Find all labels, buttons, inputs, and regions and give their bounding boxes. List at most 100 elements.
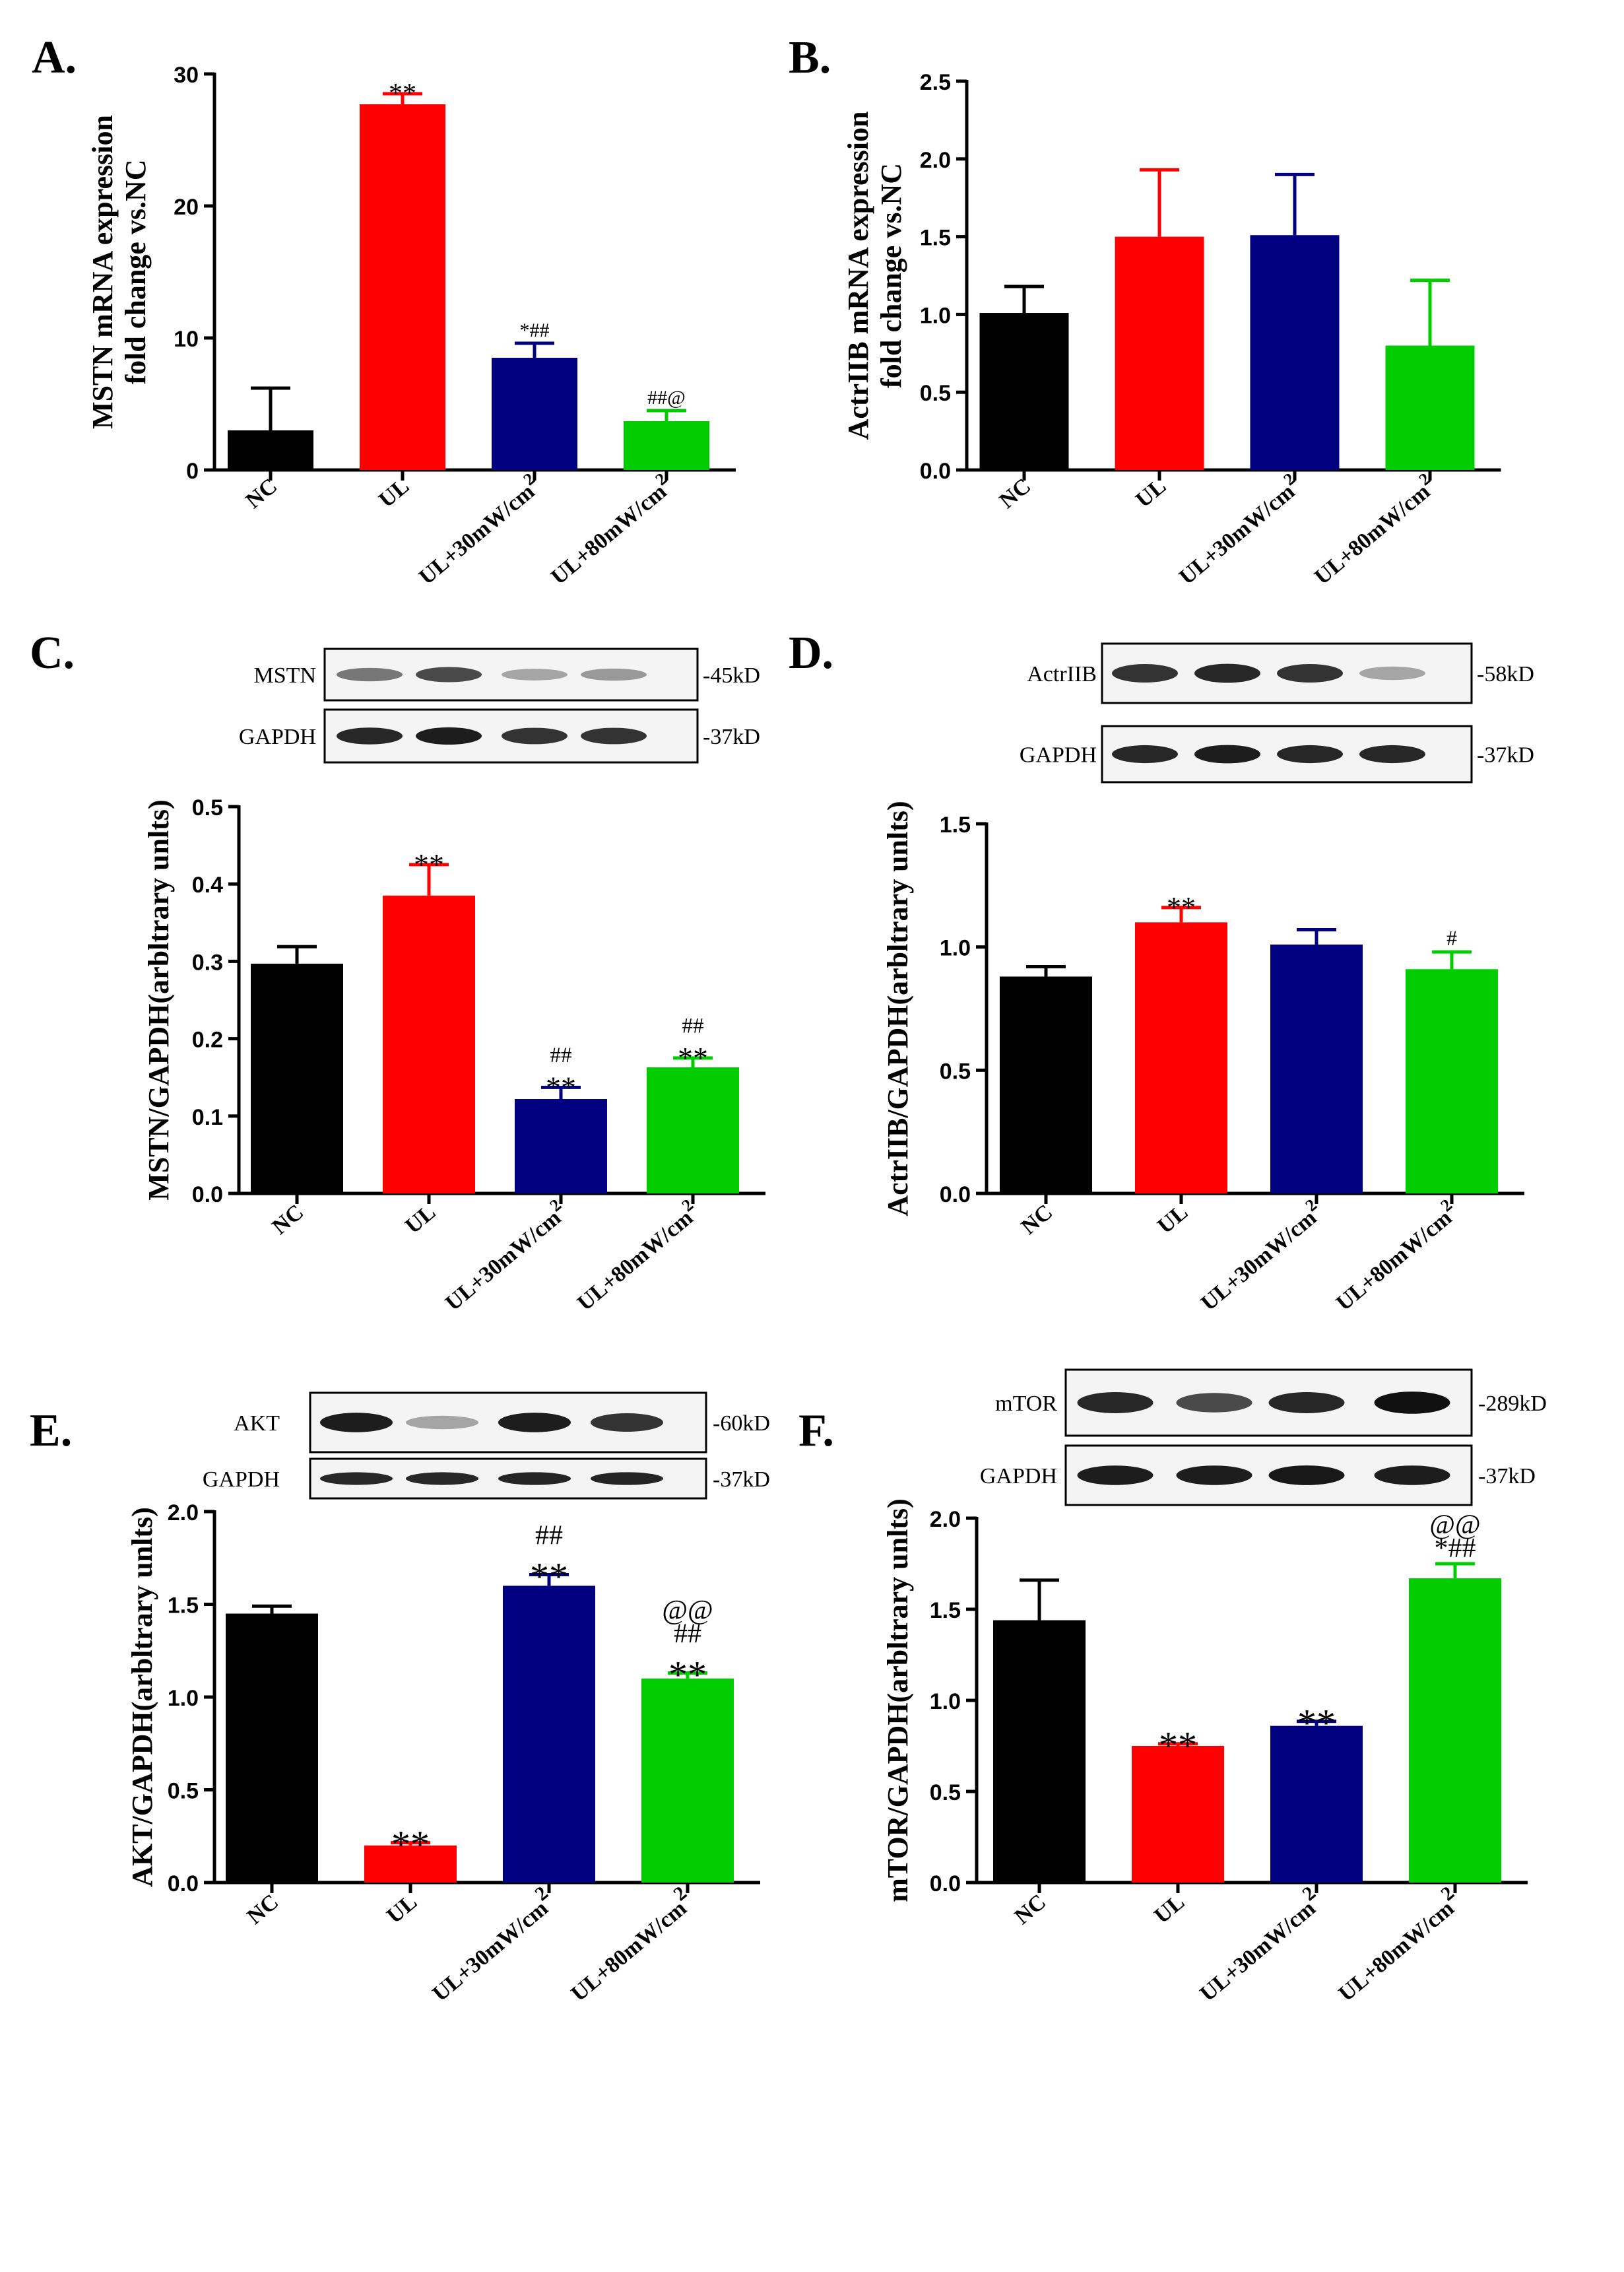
blot-band <box>337 667 403 682</box>
bar-nc <box>1000 976 1092 1193</box>
bar-ul-80mw-cm2 <box>624 421 709 470</box>
significance-label: ##@ <box>647 387 686 409</box>
y-tick-label: 1.5 <box>930 1598 961 1623</box>
panel-b: B. ActrIIB mRNA expression fold change vs.… <box>789 32 1501 589</box>
y-tick-label: 0.4 <box>192 873 223 898</box>
blot-band <box>337 727 403 745</box>
y-tick-label: 1.0 <box>930 1689 961 1714</box>
y-axis-label: MSTN mRNA expression <box>86 115 119 429</box>
bar-ul <box>360 104 445 470</box>
y-tick-label: 30 <box>174 63 199 88</box>
bar-ul <box>364 1845 457 1883</box>
significance-label: ** <box>1297 1702 1336 1745</box>
significance-label: ** <box>1159 1724 1197 1767</box>
x-category-label: UL+80mW/cm2 <box>1328 1195 1463 1316</box>
y-axis-label-line2: fold change vs.NC <box>875 163 907 388</box>
significance-label: ## <box>535 1521 563 1551</box>
x-category-label: UL <box>1153 1200 1192 1239</box>
bar-ul-30mw-cm2 <box>1270 1725 1363 1883</box>
significance-label: ## <box>682 1014 704 1038</box>
blot-band <box>1359 745 1425 764</box>
x-category-label: UL+80mW/cm2 <box>560 1882 699 2006</box>
x-category-label: UL+80mW/cm2 <box>1328 1882 1466 2006</box>
blot-band <box>498 1413 571 1432</box>
bar-ul-80mw-cm2 <box>1385 345 1475 470</box>
y-tick-label: 2.0 <box>168 1500 199 1525</box>
blot-band <box>498 1472 571 1485</box>
blot-protein-label: GAPDH <box>1020 743 1097 768</box>
blot-band <box>1374 1391 1450 1414</box>
significance-label: ** <box>1167 891 1196 923</box>
blot-band <box>502 669 568 681</box>
blot-kd-label: -37kD <box>1478 1464 1536 1488</box>
x-category-label: UL <box>1150 1890 1189 1929</box>
blot-band <box>1268 1465 1345 1485</box>
panel-letter: A. <box>32 32 77 83</box>
blot-gapdh: GAPDH -37kD <box>1020 725 1534 784</box>
bar-nc <box>979 313 1069 470</box>
blot-gapdh: GAPDH -37kD <box>980 1444 1536 1506</box>
y-tick-label: 10 <box>174 327 199 352</box>
x-category-label: UL+30mW/cm2 <box>410 469 546 590</box>
significance-label: ** <box>546 1071 576 1104</box>
blot-mstn: MSTN -45kD <box>254 648 760 702</box>
blot-mtor: mTOR -289kD <box>995 1368 1547 1437</box>
blot-kd-label: -60kD <box>713 1411 770 1436</box>
bar-ul <box>383 895 475 1193</box>
significance-label: ## <box>550 1044 572 1067</box>
y-tick-label: 20 <box>174 195 199 220</box>
blot-protein-label: GAPDH <box>239 725 316 749</box>
blot-band <box>1268 1392 1345 1413</box>
y-tick-label: 0.0 <box>192 1182 223 1207</box>
x-category-label: NC <box>243 1890 283 1929</box>
y-tick-label: 0.5 <box>940 1059 971 1084</box>
x-category-label: UL <box>401 1200 440 1239</box>
significance-label: # <box>1446 926 1457 950</box>
bar-ul-80mw-cm2 <box>1409 1578 1501 1883</box>
blot-protein-label: MSTN <box>254 663 316 688</box>
blot-kd-label: -37kD <box>703 725 760 749</box>
panel-letter: F. <box>798 1405 834 1456</box>
panel-c: C. MSTN/GAPDH(arbltrary unlts) 0.0 0.1 0.2 0.… <box>30 628 765 1316</box>
panel-e: E. AKT/GAPDH(arbltrary unlts) 0.0 0.5 1.0 1.5… <box>30 1391 770 2006</box>
y-tick-label: 2.0 <box>920 148 951 173</box>
blot-kd-label: -58kD <box>1477 662 1534 686</box>
x-category-label: NC <box>1010 1890 1051 1929</box>
y-tick-label: 0.3 <box>192 950 223 975</box>
x-category-label: UL <box>382 1890 422 1929</box>
blot-band <box>1194 745 1260 764</box>
x-category-label: UL+30mW/cm2 <box>422 1882 560 2006</box>
y-axis-label: AKT/GAPDH(arbltrary unlts) <box>126 1507 158 1887</box>
x-category-label: NC <box>268 1200 308 1240</box>
bar-ul-30mw-cm2 <box>503 1586 595 1883</box>
x-category-label: UL <box>374 474 414 513</box>
y-tick-label: 1.5 <box>940 813 971 838</box>
panel-letter: C. <box>30 628 75 679</box>
significance-label: @@ <box>1429 1510 1480 1540</box>
blot-protein-label: GAPDH <box>203 1467 280 1492</box>
significance-label: ** <box>678 1041 708 1075</box>
blot-band <box>406 1415 478 1430</box>
panel-letter: E. <box>30 1405 72 1456</box>
blot-band <box>1277 745 1343 764</box>
x-category-label: NC <box>1017 1200 1057 1240</box>
bar-ul-80mw-cm2 <box>641 1678 734 1883</box>
y-tick-label: 0.5 <box>920 381 951 406</box>
blot-protein-label: mTOR <box>995 1391 1057 1416</box>
y-tick-label: 0.0 <box>168 1871 199 1896</box>
x-category-label: UL+30mW/cm2 <box>1171 469 1306 590</box>
significance-label: ## <box>674 1619 701 1650</box>
blot-band <box>416 667 482 683</box>
y-tick-label: 0.0 <box>940 1182 971 1207</box>
y-axis-label: MSTN/GAPDH(arbltrary unlts) <box>143 799 175 1200</box>
y-tick-label: 1.0 <box>940 936 971 961</box>
y-tick-label: 0 <box>186 459 199 484</box>
significance-label: *## <box>1435 1533 1476 1564</box>
blot-gapdh: GAPDH -37kD <box>239 708 760 764</box>
bar-ul-30mw-cm2 <box>492 358 577 470</box>
blot-kd-label: -37kD <box>713 1467 770 1492</box>
panel-letter: B. <box>789 32 831 83</box>
y-axis-label: mTOR/GAPDH(arbltrary unlts) <box>882 1498 914 1902</box>
y-tick-label: 0.5 <box>192 795 223 820</box>
